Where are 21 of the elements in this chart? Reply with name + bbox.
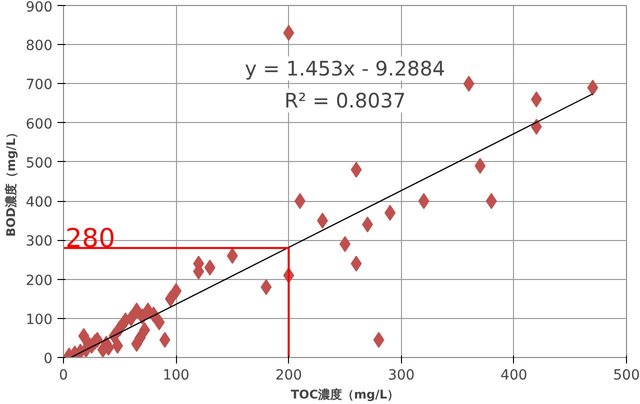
- x-tick-label: 400: [500, 368, 528, 384]
- x-axis-title: TOC濃度（mg/L）: [290, 388, 400, 402]
- annotation: R² = 0.8037: [284, 88, 406, 112]
- x-tick-label: 0: [59, 368, 68, 384]
- y-tick-label: 500: [26, 155, 53, 172]
- y-tick-label: 700: [26, 77, 53, 94]
- y-tick-label: 300: [26, 234, 53, 250]
- x-tick-label: 200: [275, 368, 302, 384]
- y-tick-label: 200: [26, 272, 53, 289]
- y-tick-label: 100: [26, 312, 53, 328]
- ref-line-label: 280: [66, 224, 116, 254]
- y-tick-label: 600: [26, 116, 53, 132]
- y-tick-label: 400: [26, 194, 53, 211]
- x-tick-label: 300: [388, 368, 415, 384]
- annotation: y = 1.453x - 9.2884: [244, 56, 446, 80]
- y-axis-title: BOD濃度（mg/L）: [4, 126, 18, 237]
- x-tick-label: 100: [162, 368, 190, 384]
- y-tick-label: 0: [44, 351, 53, 367]
- x-tick-label: 500: [613, 368, 640, 384]
- y-tick-label: 800: [26, 38, 53, 54]
- y-tick-label: 900: [26, 0, 53, 16]
